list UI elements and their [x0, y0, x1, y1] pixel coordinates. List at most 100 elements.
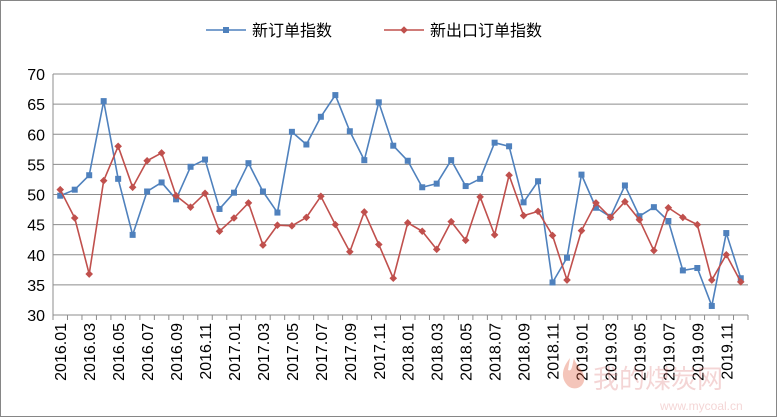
data-point	[346, 247, 354, 256]
data-point	[187, 163, 194, 170]
y-tick-label-50: 50	[27, 188, 45, 205]
data-point	[144, 188, 151, 195]
y-tick-label-35: 35	[27, 278, 45, 295]
data-point	[302, 213, 311, 222]
legend-label-0: 新订单指数	[252, 21, 332, 40]
x-tick-label-2019.09: 2019.09	[690, 323, 707, 381]
data-point	[592, 199, 600, 207]
data-point	[723, 230, 730, 237]
data-point	[506, 143, 513, 150]
data-point	[389, 274, 398, 283]
x-tick-label-2017.03: 2017.03	[256, 323, 273, 381]
x-tick-label-2017.05: 2017.05	[285, 323, 302, 381]
data-point	[419, 184, 426, 191]
data-point	[143, 156, 151, 165]
data-point	[564, 254, 571, 261]
data-point	[216, 205, 223, 212]
data-point	[563, 276, 571, 284]
x-tick-label-2016.09: 2016.09	[169, 323, 186, 381]
y-tick-label-45: 45	[27, 218, 45, 235]
data-point	[332, 92, 339, 99]
data-point	[288, 222, 296, 230]
y-tick-label-40: 40	[27, 248, 45, 265]
data-point	[477, 175, 484, 182]
y-tick-label-55: 55	[27, 157, 45, 174]
data-point	[694, 265, 701, 272]
data-point	[621, 197, 629, 206]
data-point	[172, 191, 180, 200]
data-point	[505, 171, 513, 180]
x-tick-label-2016.11: 2016.11	[198, 323, 215, 380]
data-point	[259, 241, 267, 249]
data-point	[57, 192, 64, 199]
data-point	[548, 231, 557, 240]
data-point	[274, 209, 281, 216]
data-point	[346, 128, 353, 135]
data-point	[665, 218, 672, 225]
series-line-1	[59, 145, 742, 283]
data-point	[535, 178, 542, 185]
x-tick-label-2018.05: 2018.05	[459, 323, 476, 381]
data-point	[432, 245, 441, 254]
watermark-title: 我的煤炭网	[593, 364, 723, 394]
data-point	[129, 231, 136, 238]
data-point	[461, 236, 470, 245]
x-tick-label-2017.11: 2017.11	[372, 323, 389, 380]
data-point	[693, 220, 702, 229]
data-point	[202, 156, 209, 163]
data-point	[403, 219, 412, 227]
data-point	[115, 175, 122, 182]
data-point	[70, 214, 79, 222]
y-tick-label-30: 30	[27, 308, 45, 325]
x-tick-label-2018.03: 2018.03	[430, 323, 447, 381]
x-tick-label-2019.07: 2019.07	[661, 323, 678, 381]
data-point	[448, 157, 455, 164]
data-point	[56, 185, 65, 194]
legend-marker	[400, 26, 408, 34]
legend: 新订单指数 新出口订单指数	[206, 21, 542, 40]
x-tick-label-2018.09: 2018.09	[517, 323, 534, 381]
data-point	[186, 203, 195, 211]
data-point	[374, 240, 383, 249]
data-point	[462, 183, 469, 190]
x-tick-label-2019.11: 2019.11	[719, 323, 736, 380]
data-point	[303, 141, 310, 148]
y-tick-label-60: 60	[27, 127, 45, 144]
data-point	[273, 221, 282, 230]
data-point	[534, 207, 542, 216]
data-point	[331, 220, 340, 229]
legend-item-0: 新订单指数	[206, 21, 332, 40]
x-tick-label-2016.03: 2016.03	[82, 323, 99, 381]
watermark-url: www.mycoal.cn	[659, 399, 743, 413]
data-point	[679, 267, 686, 274]
y-tick-label-65: 65	[27, 97, 45, 114]
data-point	[708, 276, 716, 284]
x-tick-label-2016.05: 2016.05	[111, 323, 128, 381]
data-point	[447, 217, 455, 226]
data-point	[650, 204, 657, 211]
x-tick-label-2017.09: 2017.09	[343, 323, 360, 381]
data-point	[215, 227, 224, 236]
data-point	[244, 199, 253, 207]
data-point	[85, 270, 93, 278]
x-tick-label-2018.11: 2018.11	[546, 323, 563, 380]
data-point	[592, 204, 599, 211]
data-point	[288, 128, 295, 135]
data-point	[490, 231, 499, 239]
data-point	[201, 189, 209, 198]
legend-marker	[223, 27, 229, 33]
data-point	[650, 246, 658, 255]
data-point	[128, 183, 137, 192]
data-point	[99, 176, 108, 185]
data-point	[664, 203, 673, 212]
series-layer	[56, 92, 745, 309]
data-point	[71, 186, 78, 193]
data-point	[245, 160, 252, 167]
data-point	[549, 279, 556, 286]
data-point	[606, 213, 615, 222]
data-point	[100, 98, 107, 105]
data-point	[519, 211, 528, 220]
data-point	[621, 182, 628, 189]
data-point	[375, 99, 382, 106]
